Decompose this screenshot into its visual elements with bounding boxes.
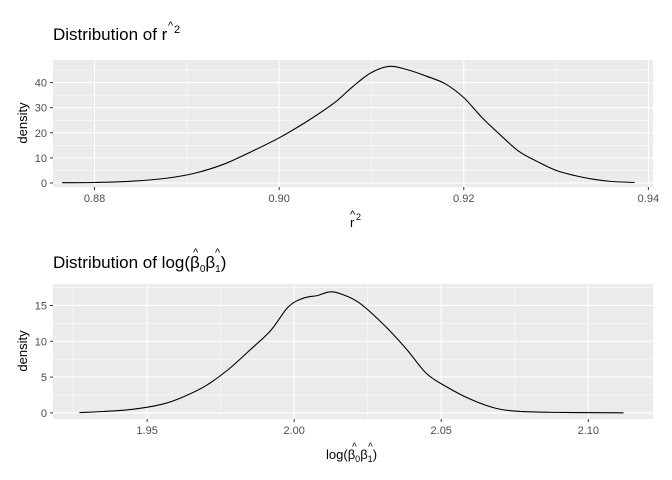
svg-text:log(β0β1): log(β0β1): [326, 447, 377, 464]
plot-panel-r2: [53, 60, 653, 187]
x-tick-label: 0.92: [453, 193, 474, 205]
chart-panel-r2: Distribution of r ^ 2 0.88 0.90 0.92 0.94 0…: [15, 20, 659, 230]
title-hat-beta0: ^: [193, 247, 199, 259]
chart-panel-log-beta: Distribution of log(β0β1) ^ ^ 1.95 2.00 2.…: [15, 247, 653, 464]
x-tick-label: 0.94: [638, 193, 659, 205]
y-tick-label: 30: [35, 103, 47, 115]
x-tick-label: 1.95: [136, 425, 157, 437]
y-tick-label: 20: [35, 128, 47, 140]
gridlines-r2: [53, 60, 653, 187]
x-tick-label: 2.10: [578, 425, 599, 437]
x-tick-label: 2.05: [431, 425, 452, 437]
title-hat-r2: ^: [168, 20, 174, 32]
y-tick-label: 0: [41, 178, 47, 190]
density-line-r2: [62, 65, 635, 184]
x-ticks-log-beta: 1.95 2.00 2.05 2.10: [136, 419, 599, 437]
y-tick-label: 5: [41, 372, 47, 384]
title-superscript-r2: 2: [174, 24, 180, 36]
svg-text:^: ^: [368, 442, 373, 453]
svg-text:^: ^: [350, 209, 356, 221]
y-tick-label: 15: [35, 300, 47, 312]
chart-title-r2: Distribution of r: [53, 25, 168, 44]
x-axis-label-r2: r ^ 2: [350, 209, 361, 230]
svg-text:r: r: [350, 215, 355, 230]
y-tick-label: 40: [35, 78, 47, 90]
density-line-log-beta: [79, 291, 624, 414]
y-tick-label: 10: [35, 153, 47, 165]
y-tick-label: 0: [41, 408, 47, 420]
x-tick-label: 2.00: [283, 425, 304, 437]
y-axis-label-log-beta: density: [15, 330, 30, 372]
x-tick-label: 0.90: [268, 193, 289, 205]
chart-title-log-beta: Distribution of log(β0β1): [53, 253, 226, 275]
x-ticks-r2: 0.88 0.90 0.92 0.94: [84, 187, 659, 205]
y-ticks-r2: 0 10 20 30 40: [35, 78, 53, 190]
plot-panel-log-beta: [53, 284, 653, 419]
y-ticks-log-beta: 0 5 10 15: [35, 300, 53, 420]
svg-text:2: 2: [356, 212, 361, 222]
y-tick-label: 10: [35, 336, 47, 348]
x-axis-label-log-beta: log(β0β1) ^ ^: [326, 442, 377, 464]
title-hat-beta1: ^: [215, 247, 221, 259]
x-tick-label: 0.88: [84, 193, 105, 205]
svg-text:^: ^: [352, 442, 357, 453]
y-axis-label-r2: density: [15, 102, 30, 144]
